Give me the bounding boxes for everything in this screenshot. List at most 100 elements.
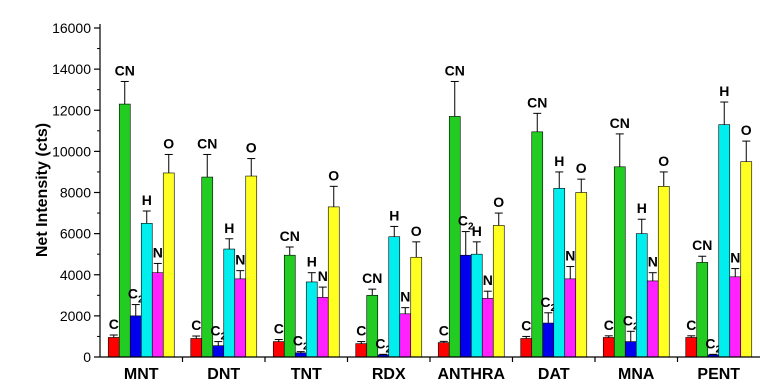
bar-label-C: C [274, 321, 284, 337]
bar-N-MNT [151, 272, 164, 358]
y-tick-label: 12000 [52, 102, 91, 118]
bar-label-H: H [142, 192, 152, 208]
bar-C2-TNT [294, 352, 307, 358]
bar-O-DAT [575, 192, 588, 358]
bar-label-O: O [411, 223, 422, 239]
y-axis-title: Net Intensity (cts) [34, 123, 51, 257]
bar-label-N: N [318, 268, 328, 284]
bar-H-MNA [635, 233, 648, 358]
bar-label-CN: CN [527, 94, 547, 110]
bar-O-PENT [740, 161, 753, 358]
bar-CN-DAT [531, 131, 544, 358]
bar-C-DNT [190, 338, 203, 358]
y-tick-label: 2000 [60, 308, 91, 324]
x-category-label: TNT [291, 366, 322, 383]
bar-CN-MNA [613, 166, 626, 358]
bar-O-RDX [410, 256, 423, 358]
y-tick-label: 10000 [52, 143, 91, 159]
bar-label-H: H [307, 254, 317, 270]
bar-label-O: O [658, 153, 669, 169]
bar-N-ANTHRA [481, 298, 494, 358]
bar-O-MNT [162, 172, 175, 358]
bar-label-C: C [521, 317, 531, 333]
bar-label-N: N [648, 254, 658, 270]
bar-label-CN: CN [197, 135, 217, 151]
bar-label-H: H [637, 200, 647, 216]
bar-label-O: O [246, 140, 257, 156]
bar-O-ANTHRA [492, 225, 505, 358]
bar-label-O: O [741, 122, 752, 138]
bar-C2-DNT [212, 345, 225, 358]
bar-label-N: N [400, 289, 410, 305]
bar-C-DAT [520, 338, 533, 358]
x-category-label: MNT [124, 366, 159, 383]
bar-label-H: H [472, 223, 482, 239]
y-tick-label: 4000 [60, 267, 91, 283]
x-category-label: RDX [372, 366, 406, 383]
bar-label-N: N [483, 272, 493, 288]
bar-N-PENT [729, 276, 742, 358]
y-tick-label: 8000 [60, 185, 91, 201]
x-category-label: PENT [697, 366, 740, 383]
bar-O-DNT [245, 175, 258, 358]
bar-C2-DAT [542, 322, 555, 358]
bar-H-ANTHRA [470, 253, 483, 358]
bar-label-O: O [576, 160, 587, 176]
bar-label-N: N [235, 252, 245, 268]
bar-C-TNT [272, 341, 285, 358]
bar-label-CN: CN [445, 62, 465, 78]
bar-N-TNT [316, 297, 329, 358]
bar-C-MNT [107, 337, 120, 358]
bar-O-TNT [327, 206, 340, 358]
bar-H-RDX [388, 236, 401, 358]
bar-C-MNA [602, 337, 615, 358]
bar-label-C: C [604, 317, 614, 333]
bar-C-ANTHRA [437, 342, 450, 358]
bar-H-DAT [553, 188, 566, 358]
bar-label-O: O [493, 194, 504, 210]
bar-label-C: C [356, 323, 366, 339]
bar-label-CN: CN [280, 228, 300, 244]
y-tick-label: 14000 [52, 61, 91, 77]
bar-label-O: O [163, 135, 174, 151]
bar-label-H: H [719, 83, 729, 99]
bar-label-C: C [109, 316, 119, 332]
bar-label-N: N [730, 250, 740, 266]
bar-C-RDX [355, 343, 368, 358]
bar-label-N: N [153, 244, 163, 260]
bar-C2-ANTHRA [459, 254, 472, 358]
x-category-label: DNT [207, 366, 240, 383]
y-tick-label: 16000 [52, 20, 91, 36]
bar-label-H: H [554, 153, 564, 169]
bar-label-CN: CN [115, 62, 135, 78]
bar-N-DNT [234, 278, 247, 358]
bar-label-N: N [565, 248, 575, 264]
bar-label-C: C [439, 322, 449, 338]
bar-C2-MNT [129, 315, 142, 358]
bar-label-CN: CN [362, 270, 382, 286]
bar-label-CN: CN [610, 115, 630, 131]
bar-N-DAT [564, 278, 577, 358]
x-category-label: ANTHRA [437, 366, 505, 383]
bar-label-C: C [191, 317, 201, 333]
bar-CN-MNT [118, 103, 131, 358]
bar-label-C: C [686, 317, 696, 333]
bar-label-C2: C2 [458, 213, 474, 233]
bar-N-MNA [646, 280, 659, 358]
y-tick-label: 0 [83, 349, 91, 365]
bar-H-TNT [305, 281, 318, 358]
bar-label-H: H [389, 207, 399, 223]
bar-C-PENT [685, 337, 698, 358]
bar-label-O: O [328, 167, 339, 183]
bar-label-H: H [224, 220, 234, 236]
plot-layer: 0 2000 4000 6000 8000 10000 12000 14000 16000 MNT… [52, 20, 753, 383]
bar-CN-ANTHRA [448, 116, 461, 358]
bar-N-RDX [399, 313, 412, 358]
bar-H-DNT [223, 248, 236, 358]
bar-C2-MNA [624, 341, 637, 358]
x-category-label: MNA [618, 366, 655, 383]
bar-label-CN: CN [692, 237, 712, 253]
bar-H-PENT [718, 124, 731, 358]
x-category-label: DAT [538, 366, 570, 383]
